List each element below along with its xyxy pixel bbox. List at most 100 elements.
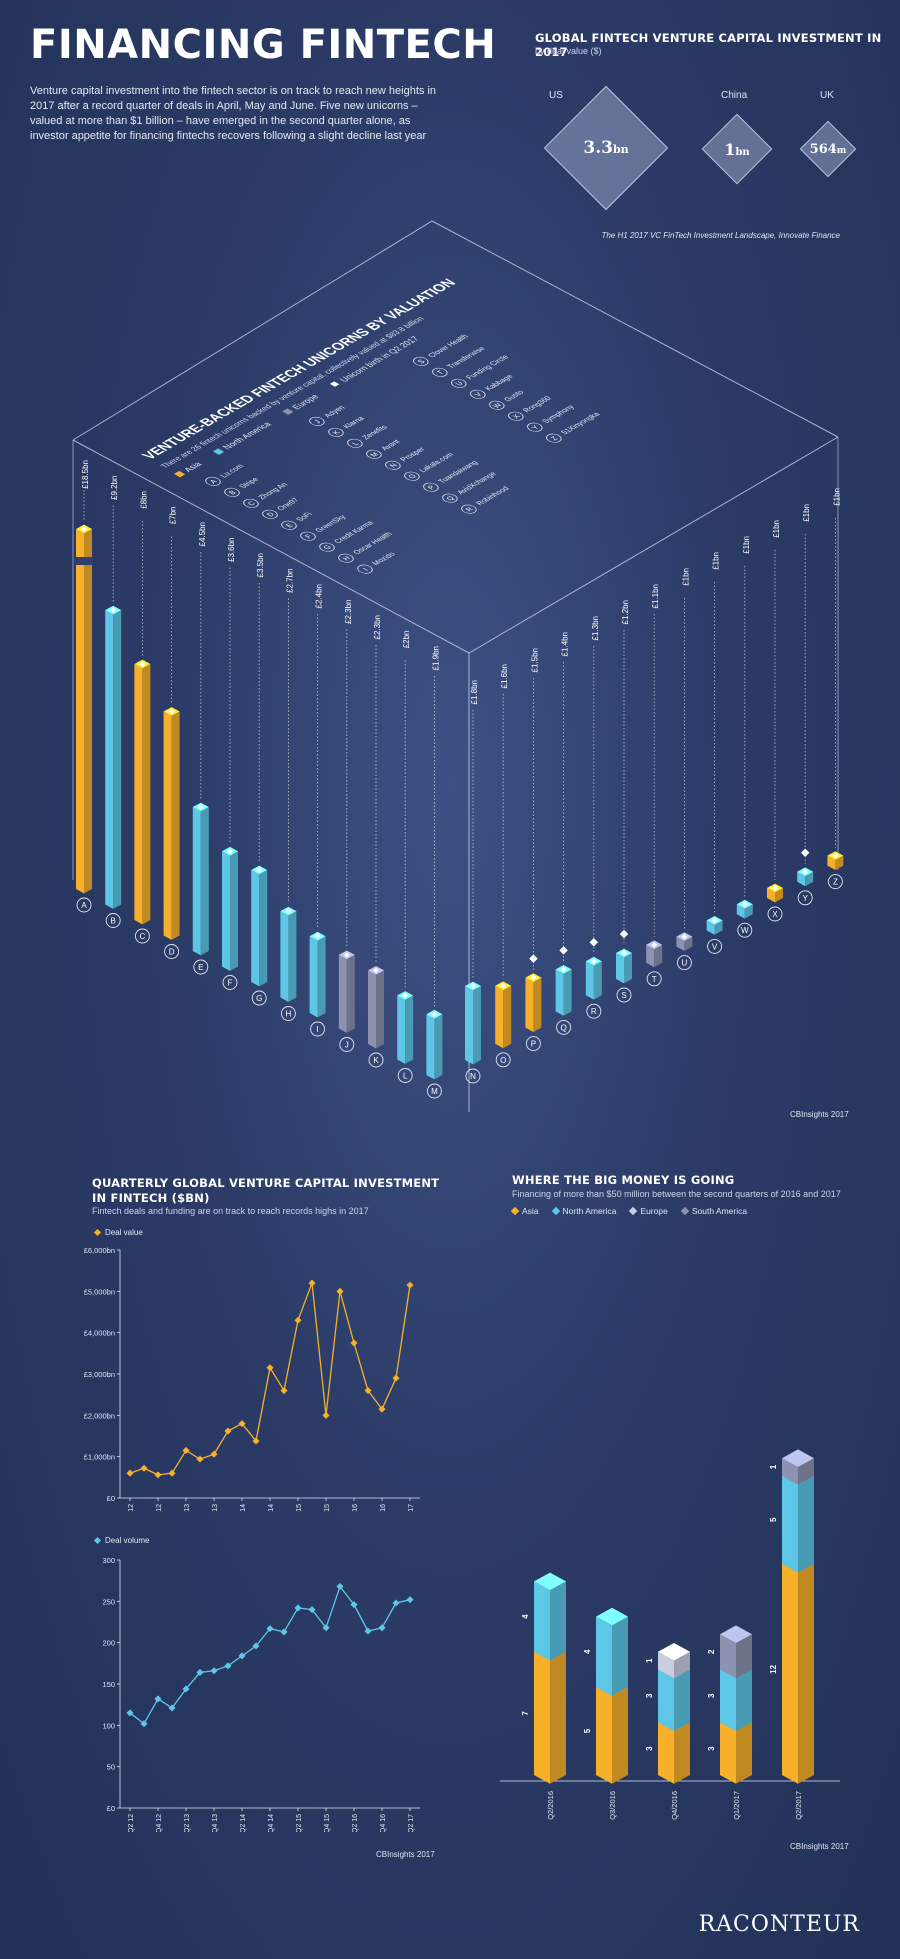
bar-top-marker — [373, 967, 379, 974]
svg-text:U: U — [455, 381, 466, 387]
y-tick-label: £6,000bn — [84, 1246, 115, 1255]
unicorn-value-label: £18.5bn — [81, 460, 90, 489]
unicorn-value-label: £2.3bn — [373, 615, 382, 639]
svg-text:B: B — [228, 490, 238, 496]
unicorn-value-label: £1.8bn — [470, 680, 479, 704]
bm-segment-asia — [782, 1555, 814, 1784]
unicorn-bar-m — [426, 1009, 443, 1080]
unicorn-bar-i — [309, 931, 326, 1018]
svg-text:J: J — [313, 419, 322, 424]
bm-segment-value: 5 — [583, 1728, 592, 1733]
data-point — [168, 1704, 176, 1712]
unicorn-letter: B — [111, 917, 116, 926]
vc2017-subtitle: by deal value ($) — [535, 46, 602, 56]
unicorn-value-label: £1.9bn — [431, 646, 440, 670]
unicorn-value-label: £7bn — [169, 507, 178, 525]
unicorn-bar-g — [251, 865, 268, 987]
data-point — [182, 1685, 190, 1693]
bar-top-marker — [197, 804, 204, 810]
svg-text:K: K — [332, 430, 342, 436]
bar-top-marker — [500, 982, 507, 989]
unicorn-value-label: £1bn — [832, 488, 841, 506]
bm-segment-south-america — [720, 1625, 752, 1679]
svg-text:O: O — [408, 473, 419, 480]
data-point — [392, 1374, 400, 1382]
x-tick-label: Q2 14 — [240, 1814, 247, 1832]
deal-volume-chart: Deal volume £0 50 100 150 200 250 300 Q2 12 Q4 12… — [93, 1536, 420, 1832]
unicorn-letter: Y — [803, 894, 809, 903]
data-point — [280, 1386, 288, 1395]
data-point — [406, 1281, 414, 1289]
svg-text:Stripe: Stripe — [237, 476, 261, 490]
svg-text:P: P — [427, 485, 437, 491]
unicorn-bar-q — [555, 965, 572, 1016]
unicorn-bar-h — [280, 906, 297, 1002]
unicorn-value-label: £1bn — [802, 504, 811, 522]
bm-segment-value: 5 — [769, 1517, 778, 1522]
bm-segment-value: 12 — [769, 1664, 778, 1673]
vc-country-china: China — [721, 90, 748, 101]
svg-text:F: F — [304, 534, 314, 540]
x-tick-label: Q2 15 — [296, 1814, 303, 1832]
bm-segment-asia — [596, 1678, 628, 1784]
bm-category-label: Q1/2017 — [732, 1791, 741, 1820]
vc-diamond-china: 1bn — [701, 113, 773, 185]
unicorn-letter: W — [741, 926, 749, 935]
svg-text:H: H — [342, 556, 353, 562]
vc-country-us: US — [549, 90, 563, 101]
y-tick-label: 300 — [102, 1556, 115, 1565]
vc-diamond-uk: 564m — [799, 120, 857, 178]
unicorn-source: CBInsights 2017 — [790, 1110, 849, 1119]
bm-category-label: Q4/2016 — [670, 1791, 679, 1820]
y-tick-label: £2,000bn — [84, 1411, 115, 1420]
y-tick-label: £0 — [107, 1494, 115, 1503]
unicorn-bar-l — [397, 991, 414, 1064]
unicorn-letter: V — [712, 942, 718, 951]
bm-segment-europe — [658, 1643, 690, 1679]
y-tick-label: £0 — [107, 1804, 115, 1813]
bar-top-marker — [470, 983, 476, 989]
bm-segment-north-america — [596, 1607, 628, 1696]
bar-top-marker — [560, 966, 567, 973]
unicorn-value-label: £1bn — [742, 536, 751, 554]
svg-text:L: L — [351, 441, 361, 447]
bm-segment-asia — [534, 1643, 566, 1784]
unicorn-letter-circle — [556, 1019, 572, 1035]
unicorn-letter-circle — [368, 1052, 384, 1068]
y-tick-label: £3,000bn — [84, 1370, 115, 1379]
new-unicorn-marker — [589, 937, 599, 947]
legend-asia-swatch — [174, 470, 186, 478]
data-point — [266, 1625, 274, 1633]
unicorn-letter-circle — [164, 944, 180, 959]
unicorn-bar-a — [76, 524, 92, 894]
unicorn-value-label: £8bn — [139, 491, 148, 509]
line-legend-marker — [93, 1228, 102, 1237]
svg-text:Rong360: Rong360 — [521, 395, 554, 414]
unicorn-letter-circle — [193, 959, 209, 975]
unicorn-value-label: £1bn — [681, 568, 690, 586]
line-legend-marker — [93, 1536, 102, 1545]
data-point — [126, 1469, 134, 1477]
svg-text:Gusto: Gusto — [502, 389, 526, 403]
y-tick-label: 150 — [102, 1680, 115, 1689]
bm-legend-europe: Europe — [629, 1206, 668, 1216]
legend-europe-swatch — [282, 408, 294, 415]
unicorn-letter: L — [403, 1072, 408, 1081]
svg-text:N: N — [389, 463, 400, 469]
data-point — [322, 1624, 330, 1632]
unicorn-letter: C — [140, 932, 146, 941]
unicorn-letter: P — [531, 1040, 536, 1049]
unicorn-letter-circle — [134, 928, 150, 944]
unicorn-value-label: £2.4bn — [315, 584, 324, 608]
unicorn-letter-circle — [586, 1003, 602, 1019]
data-point — [210, 1450, 218, 1458]
bm-legend-sa: South America — [680, 1206, 747, 1216]
bm-legend-na: North America — [551, 1206, 616, 1216]
svg-text:Zhong An: Zhong An — [256, 481, 290, 501]
unicorn-letter: E — [198, 963, 203, 972]
y-tick-label: 250 — [102, 1597, 115, 1606]
unicorn-letter: T — [652, 975, 657, 984]
unicorn-letter: S — [621, 991, 626, 1000]
bm-segment-value: 7 — [521, 1711, 530, 1716]
